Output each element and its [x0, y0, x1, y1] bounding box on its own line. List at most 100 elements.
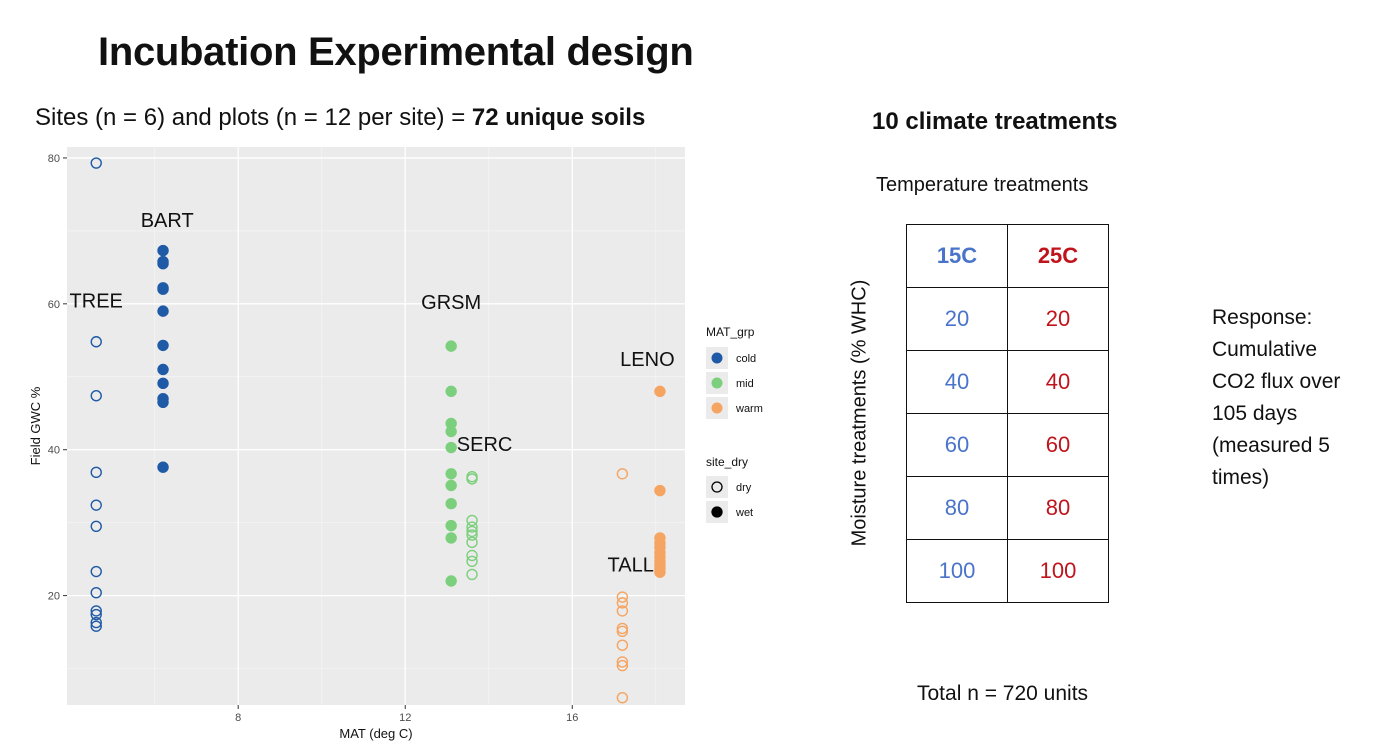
data-point-leno — [654, 484, 666, 497]
table-row: 60 60 — [906, 413, 1109, 477]
scatter-chart: 8 12 16 20 40 60 80 MAT (deg C) Field GWC % BART T… — [28, 147, 763, 741]
header-15c: 15C — [906, 224, 1008, 288]
data-point-bart — [157, 244, 169, 257]
table-row: 80 80 — [906, 476, 1109, 540]
table-row: 20 20 — [906, 287, 1109, 351]
temperature-heading: Temperature treatments — [876, 174, 1089, 196]
table-cell: 60 — [1007, 413, 1109, 477]
x-axis-title: MAT (deg C) — [339, 726, 412, 741]
moisture-label: Moisture treatments (% WHC) — [848, 279, 871, 547]
data-point-serc — [466, 514, 478, 527]
data-point-tall — [616, 468, 629, 480]
table-cell: 60 — [906, 413, 1008, 477]
table-header-row: 15C 25C — [906, 224, 1109, 288]
data-point-tree — [90, 157, 102, 169]
site-label-leno: LENO — [620, 349, 674, 371]
legend-key-dry — [711, 481, 723, 493]
data-point-tall — [616, 591, 629, 603]
data-point-grsm — [445, 441, 457, 454]
data-point-grsm — [445, 532, 457, 544]
data-point-tree — [90, 499, 102, 511]
y-axis-title: Field GWC % — [28, 386, 43, 465]
data-point-bart — [157, 396, 169, 408]
y-tick-label: 80 — [48, 153, 60, 165]
table-row: 100 100 — [906, 539, 1109, 603]
legend-key-warm — [711, 402, 723, 414]
climate-treatments-heading: 10 climate treatments — [872, 108, 1118, 135]
site-label-tall: TALL — [608, 555, 654, 577]
data-point-tree — [90, 616, 102, 629]
data-point-tall — [616, 639, 629, 651]
x-tick-label: 12 — [399, 712, 411, 724]
data-point-grsm — [445, 497, 457, 510]
data-point-grsm — [445, 479, 457, 492]
table-cell: 20 — [906, 287, 1008, 351]
data-point-grsm — [445, 385, 457, 398]
data-point-grsm — [445, 468, 457, 480]
data-point-serc — [466, 549, 478, 562]
data-point-serc — [466, 568, 478, 581]
data-point-serc — [466, 555, 478, 568]
page-title: Incubation Experimental design — [98, 30, 694, 74]
data-point-grsm — [445, 340, 457, 352]
data-point-tall — [616, 597, 629, 609]
table-cell: 40 — [1007, 350, 1109, 414]
legend-key-bg — [706, 476, 728, 498]
table-cell: 100 — [1007, 539, 1109, 603]
y-tick-label: 20 — [48, 591, 60, 603]
legend-shape-title: site_dry — [706, 455, 748, 469]
data-point-serc — [466, 525, 478, 538]
plot-panel — [67, 147, 685, 705]
table-cell: 80 — [1007, 476, 1109, 540]
x-tick-label: 16 — [566, 712, 578, 724]
data-point-tree — [90, 390, 102, 402]
data-point-tree — [90, 620, 102, 632]
site-label-tree: TREE — [70, 290, 123, 312]
header-25c: 25C — [1007, 224, 1109, 288]
data-point-tall — [616, 622, 629, 635]
data-point-tall — [616, 656, 629, 668]
data-point-bart — [157, 339, 169, 352]
data-point-tree — [90, 605, 102, 617]
y-tick-label: 40 — [48, 445, 60, 457]
data-point-tree — [90, 565, 102, 578]
site-label-grsm: GRSM — [421, 292, 481, 314]
data-point-grsm — [445, 575, 457, 587]
data-point-leno — [654, 385, 666, 398]
table-cell: 40 — [906, 350, 1008, 414]
data-point-tall — [616, 659, 629, 672]
data-point-grsm — [445, 425, 457, 438]
data-point-bart — [157, 363, 169, 376]
subtitle-prefix: Sites (n = 6) and plots (n = 12 per site… — [35, 104, 472, 131]
total-units: Total n = 720 units — [917, 682, 1089, 705]
subtitle-bold: 72 unique soils — [471, 104, 646, 131]
y-tick-label: 60 — [48, 299, 60, 311]
data-point-serc — [466, 521, 478, 533]
legend-key-wet — [711, 506, 723, 518]
table-cell: 20 — [1007, 287, 1109, 351]
data-point-tall — [616, 605, 629, 617]
site-label-serc: SERC — [457, 434, 513, 456]
legend-key-mid — [711, 377, 723, 389]
legend-label-cold: cold — [736, 353, 756, 365]
data-point-grsm — [445, 519, 457, 532]
data-point-bart — [157, 377, 169, 390]
data-point-bart — [157, 283, 169, 295]
subtitle: Sites (n = 6) and plots (n = 12 per site… — [35, 104, 645, 132]
response-text: Response: Cumulative CO2 flux over 105 d… — [1212, 306, 1341, 489]
table-cell: 80 — [906, 476, 1008, 540]
data-point-tree — [90, 520, 102, 532]
data-point-bart — [157, 258, 169, 270]
table-cell: 100 — [906, 539, 1008, 603]
legend-label-warm: warm — [735, 403, 763, 415]
legend-label-dry: dry — [736, 482, 752, 494]
legend-color-title: MAT_grp — [706, 325, 755, 339]
data-point-tree — [90, 466, 102, 479]
data-point-bart — [157, 461, 169, 473]
table-row: 40 40 — [906, 350, 1109, 414]
legend-label-mid: mid — [736, 378, 754, 390]
data-point-leno — [654, 566, 666, 578]
site-label-bart: BART — [141, 210, 194, 232]
legend-label-wet: wet — [735, 507, 753, 519]
data-point-tree — [90, 586, 102, 599]
